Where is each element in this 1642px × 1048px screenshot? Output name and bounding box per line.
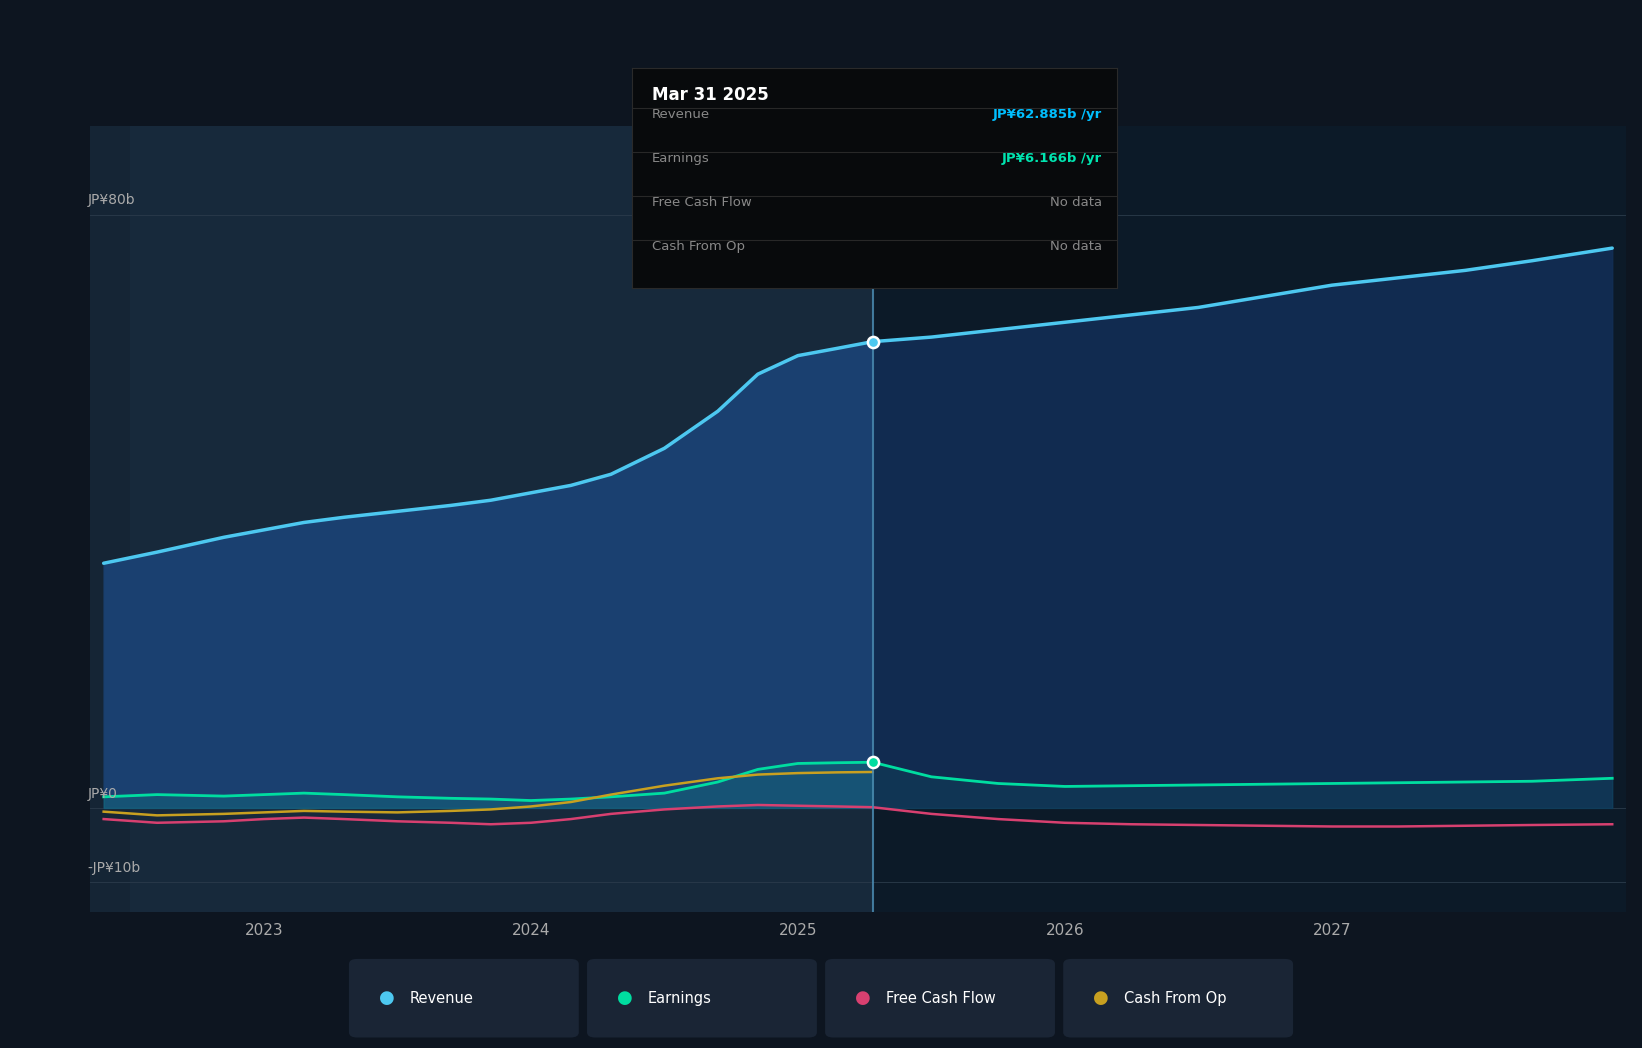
Text: ●: ●: [379, 989, 394, 1007]
Text: JP¥6.166b /yr: JP¥6.166b /yr: [1002, 152, 1102, 165]
Bar: [90, 126, 872, 912]
Text: Free Cash Flow: Free Cash Flow: [887, 990, 995, 1006]
Text: Analysts Forecasts: Analysts Forecasts: [893, 170, 1043, 185]
Text: Revenue: Revenue: [652, 108, 709, 121]
Text: Earnings: Earnings: [647, 990, 711, 1006]
Text: Past: Past: [811, 170, 851, 185]
Text: Cash From Op: Cash From Op: [1125, 990, 1227, 1006]
Bar: [872, 126, 1626, 912]
Point: [859, 333, 885, 350]
Text: JP¥80b: JP¥80b: [87, 193, 135, 208]
Text: Free Cash Flow: Free Cash Flow: [652, 196, 752, 209]
Text: Earnings: Earnings: [652, 152, 709, 165]
Text: Mar 31 2025: Mar 31 2025: [652, 86, 768, 104]
Text: ●: ●: [1094, 989, 1108, 1007]
Text: No data: No data: [1049, 240, 1102, 253]
Text: JP¥62.885b /yr: JP¥62.885b /yr: [993, 108, 1102, 121]
Text: -JP¥10b: -JP¥10b: [87, 860, 141, 875]
Text: ●: ●: [617, 989, 632, 1007]
Text: JP¥0: JP¥0: [87, 787, 118, 801]
Text: ●: ●: [855, 989, 870, 1007]
Text: Cash From Op: Cash From Op: [652, 240, 744, 253]
Bar: [130, 126, 872, 912]
Point: [859, 754, 885, 770]
Text: No data: No data: [1049, 196, 1102, 209]
Text: Revenue: Revenue: [410, 990, 473, 1006]
